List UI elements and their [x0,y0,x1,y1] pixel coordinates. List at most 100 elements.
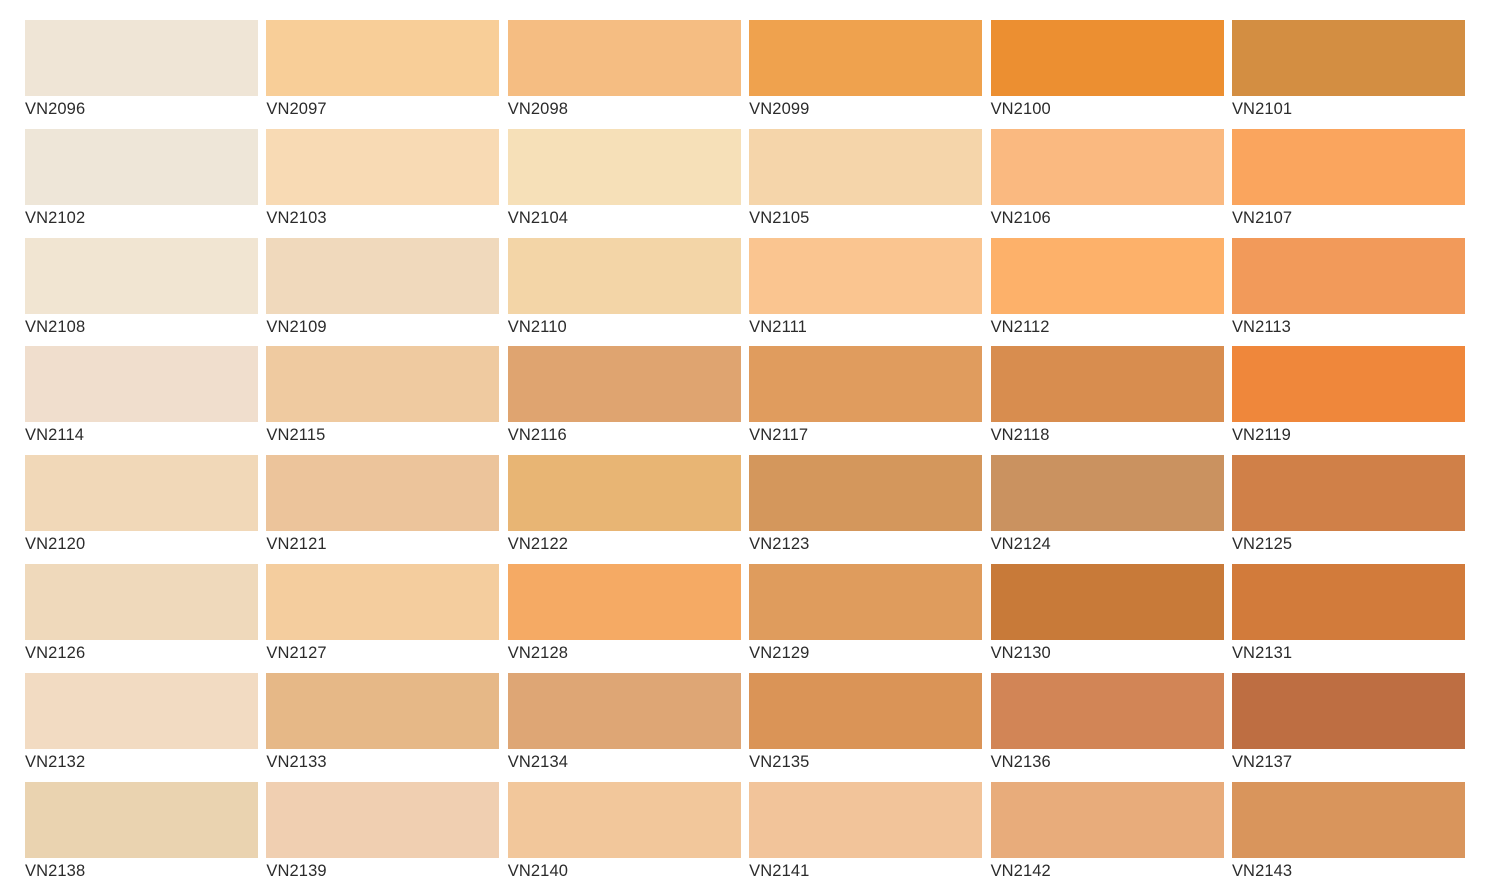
swatch-code-label: VN2108 [25,317,86,336]
swatch-color-chip[interactable] [266,781,500,858]
swatch-color-chip[interactable] [749,20,983,96]
swatch-color-chip[interactable] [25,781,258,858]
swatch-card[interactable]: VN2123 [749,455,983,564]
swatch-card[interactable]: VN2114 [25,346,258,455]
swatch-card[interactable]: VN2139 [266,781,500,891]
swatch-color-chip[interactable] [749,781,983,858]
swatch-card[interactable]: VN2133 [266,672,500,782]
swatch-card[interactable]: VN2131 [1231,563,1465,673]
swatch-color-chip[interactable] [749,672,983,749]
swatch-color-chip[interactable] [1231,237,1465,314]
swatch-color-chip[interactable] [507,781,741,858]
swatch-card[interactable]: VN2128 [507,563,741,673]
swatch-card[interactable]: VN2106 [990,128,1224,238]
swatch-card[interactable]: VN2098 [507,20,741,129]
swatch-card[interactable]: VN2137 [1231,672,1465,782]
swatch-card[interactable]: VN2135 [749,672,983,782]
swatch-card[interactable]: VN2103 [266,128,500,238]
swatch-card[interactable]: VN2107 [1231,128,1465,238]
swatch-color-chip[interactable] [25,20,258,96]
swatch-card[interactable]: VN2104 [507,128,741,238]
swatch-color-chip[interactable] [749,346,983,423]
swatch-color-chip[interactable] [507,563,741,640]
swatch-card[interactable]: VN2117 [749,346,983,455]
swatch-code-label: VN2100 [990,100,1051,118]
swatch-card[interactable]: VN2100 [990,20,1224,129]
swatch-color-chip[interactable] [266,455,500,532]
swatch-color-chip[interactable] [749,237,983,314]
swatch-color-chip[interactable] [266,563,500,640]
swatch-color-chip[interactable] [749,563,983,640]
swatch-color-chip[interactable] [990,672,1224,749]
swatch-code-label: VN2123 [749,535,810,554]
swatch-color-chip[interactable] [1231,781,1465,858]
swatch-color-chip[interactable] [507,128,741,205]
swatch-card[interactable]: VN2118 [990,346,1224,455]
swatch-card[interactable]: VN2136 [990,672,1224,782]
swatch-color-chip[interactable] [1231,128,1465,205]
swatch-card[interactable]: VN2102 [25,128,258,238]
swatch-card[interactable]: VN2122 [507,455,741,564]
swatch-color-chip[interactable] [507,672,741,749]
swatch-color-chip[interactable] [266,128,500,205]
swatch-card[interactable]: VN2120 [25,455,258,564]
swatch-card[interactable]: VN2124 [990,455,1224,564]
swatch-color-chip[interactable] [990,346,1224,423]
swatch-color-chip[interactable] [266,672,500,749]
swatch-card[interactable]: VN2110 [507,237,741,347]
swatch-card[interactable]: VN2108 [25,237,258,347]
swatch-color-chip[interactable] [1231,563,1465,640]
swatch-color-chip[interactable] [749,128,983,205]
swatch-card[interactable]: VN2125 [1231,455,1465,564]
swatch-card[interactable]: VN2096 [25,20,258,129]
swatch-card[interactable]: VN2141 [749,781,983,891]
swatch-card[interactable]: VN2105 [749,128,983,238]
swatch-card[interactable]: VN2127 [266,563,500,673]
swatch-card[interactable]: VN2097 [266,20,500,129]
swatch-color-chip[interactable] [990,128,1224,205]
swatch-color-chip[interactable] [266,237,500,314]
swatch-card[interactable]: VN2143 [1231,781,1465,891]
swatch-card[interactable]: VN2119 [1231,346,1465,455]
swatch-card[interactable]: VN2111 [749,237,983,347]
swatch-color-chip[interactable] [1231,455,1465,532]
swatch-card[interactable]: VN2099 [749,20,983,129]
swatch-card[interactable]: VN2109 [266,237,500,347]
swatch-color-chip[interactable] [1231,672,1465,749]
swatch-color-chip[interactable] [25,672,258,749]
swatch-color-chip[interactable] [25,346,258,423]
swatch-card[interactable]: VN2112 [990,237,1224,347]
swatch-color-chip[interactable] [507,455,741,532]
swatch-color-chip[interactable] [990,455,1224,532]
swatch-card[interactable]: VN2134 [507,672,741,782]
swatch-card[interactable]: VN2132 [25,672,258,782]
swatch-card[interactable]: VN2130 [990,563,1224,673]
swatch-card[interactable]: VN2129 [749,563,983,673]
swatch-color-chip[interactable] [25,128,258,205]
swatch-color-chip[interactable] [507,346,741,423]
swatch-card[interactable]: VN2140 [507,781,741,891]
swatch-color-chip[interactable] [266,346,500,423]
swatch-color-chip[interactable] [25,563,258,640]
swatch-card[interactable]: VN2142 [990,781,1224,891]
swatch-color-chip[interactable] [507,20,741,96]
swatch-color-chip[interactable] [990,781,1224,858]
swatch-card[interactable]: VN2113 [1231,237,1465,347]
swatch-color-chip[interactable] [990,237,1224,314]
swatch-card[interactable]: VN2101 [1231,20,1465,129]
swatch-color-chip[interactable] [990,20,1224,96]
swatch-color-chip[interactable] [25,237,258,314]
swatch-color-chip[interactable] [1231,20,1465,96]
swatch-color-chip[interactable] [507,237,741,314]
swatch-card[interactable]: VN2116 [507,346,741,455]
swatch-card[interactable]: VN2115 [266,346,500,455]
swatch-card[interactable]: VN2138 [25,781,258,891]
swatch-card[interactable]: VN2121 [266,455,500,564]
swatch-code-label: VN2134 [507,752,569,771]
swatch-card[interactable]: VN2126 [25,563,258,673]
swatch-color-chip[interactable] [749,455,983,532]
swatch-color-chip[interactable] [25,455,258,532]
swatch-color-chip[interactable] [266,20,500,96]
swatch-color-chip[interactable] [1231,346,1465,423]
swatch-color-chip[interactable] [990,563,1224,640]
